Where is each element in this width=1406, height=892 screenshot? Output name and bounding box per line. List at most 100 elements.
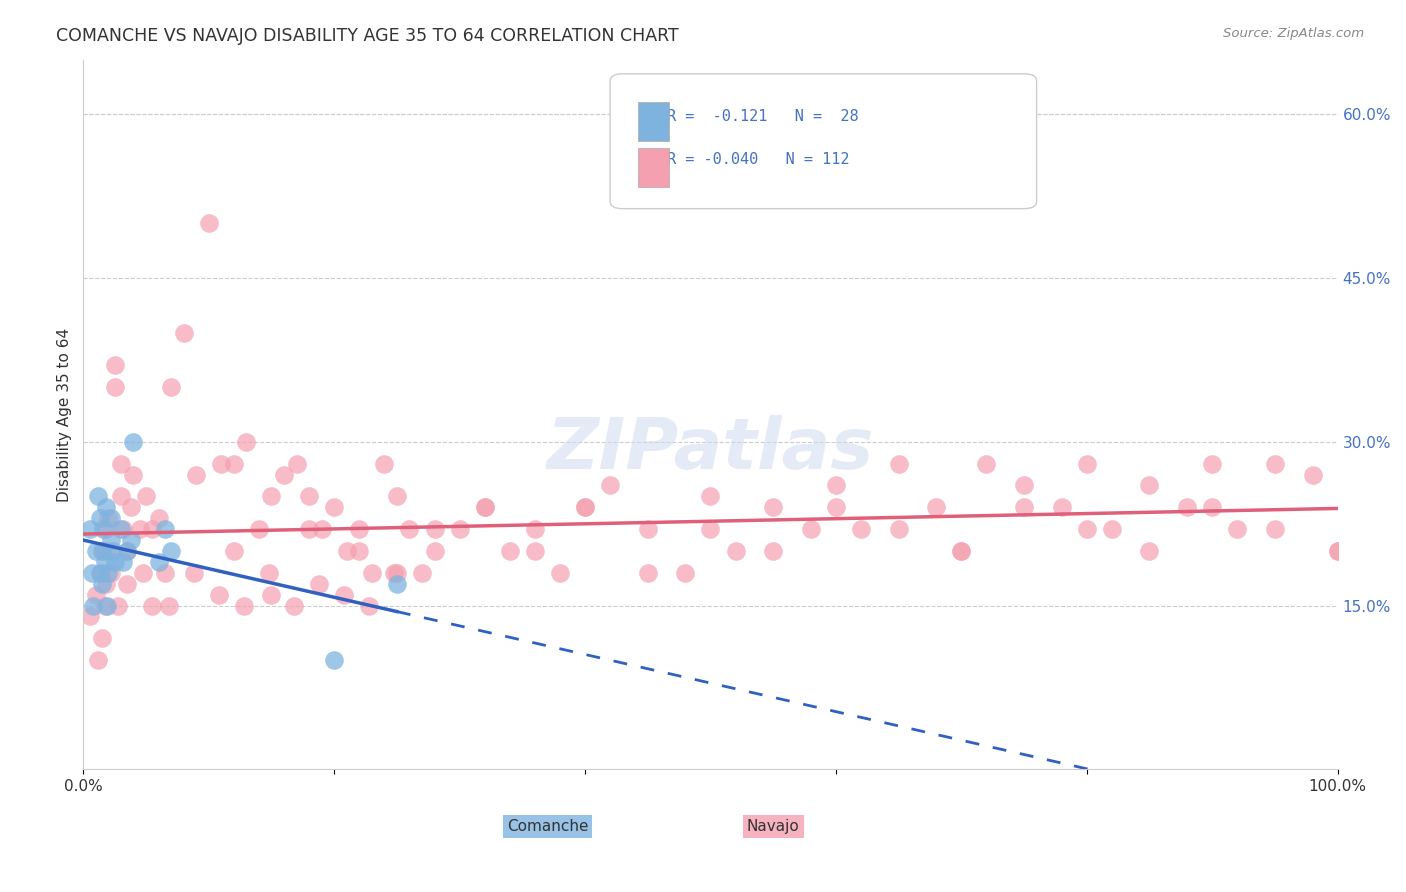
Point — [84, 588, 107, 602]
Point — [135, 489, 157, 503]
Point — [232, 599, 254, 613]
Point — [1175, 500, 1198, 515]
Point — [93, 599, 115, 613]
Point — [222, 457, 245, 471]
Point — [112, 522, 135, 536]
Point — [1264, 522, 1286, 536]
Bar — [638, 103, 669, 141]
Point — [333, 588, 356, 602]
Point — [398, 522, 420, 536]
Point — [87, 653, 110, 667]
Point — [423, 544, 446, 558]
Point — [97, 566, 120, 580]
Y-axis label: Disability Age 35 to 64: Disability Age 35 to 64 — [58, 327, 72, 501]
Point — [97, 511, 120, 525]
Point — [84, 544, 107, 558]
Point — [197, 216, 219, 230]
Point — [110, 522, 132, 536]
Point — [336, 544, 359, 558]
Point — [950, 544, 973, 558]
Point — [260, 588, 283, 602]
Point — [825, 500, 848, 515]
Point — [925, 500, 948, 515]
Point — [574, 500, 596, 515]
Point — [308, 576, 330, 591]
Point — [825, 478, 848, 492]
Point — [186, 467, 208, 482]
Point — [887, 457, 910, 471]
Point — [323, 500, 346, 515]
Point — [311, 522, 333, 536]
Point — [976, 457, 998, 471]
Point — [283, 599, 305, 613]
Point — [100, 566, 122, 580]
Point — [122, 467, 145, 482]
Point — [148, 511, 170, 525]
Point — [323, 653, 346, 667]
Point — [1076, 522, 1098, 536]
Point — [89, 566, 111, 580]
FancyBboxPatch shape — [610, 74, 1036, 209]
Point — [359, 599, 381, 613]
Point — [1226, 522, 1249, 536]
Point — [104, 359, 127, 373]
Point — [523, 544, 546, 558]
Point — [1201, 500, 1223, 515]
Point — [100, 511, 122, 525]
Point — [360, 566, 382, 580]
Point — [349, 522, 371, 536]
Point — [120, 533, 142, 547]
Point — [548, 566, 571, 580]
Point — [1012, 500, 1035, 515]
Point — [112, 555, 135, 569]
Point — [104, 555, 127, 569]
Point — [120, 500, 142, 515]
Point — [724, 544, 747, 558]
Point — [474, 500, 496, 515]
Point — [637, 522, 659, 536]
Point — [141, 522, 163, 536]
Point — [94, 576, 117, 591]
Point — [132, 566, 155, 580]
Point — [110, 489, 132, 503]
Text: Source: ZipAtlas.com: Source: ZipAtlas.com — [1223, 27, 1364, 40]
Point — [385, 576, 408, 591]
Text: R =  -0.121   N =  28: R = -0.121 N = 28 — [666, 110, 858, 124]
Point — [173, 326, 195, 340]
Text: Comanche: Comanche — [506, 819, 588, 834]
Point — [411, 566, 433, 580]
Point — [93, 522, 115, 536]
Point — [107, 599, 129, 613]
Point — [385, 489, 408, 503]
Point — [1139, 478, 1161, 492]
Point — [91, 576, 114, 591]
Point — [89, 511, 111, 525]
Bar — [638, 148, 669, 187]
Point — [887, 522, 910, 536]
Point — [157, 599, 180, 613]
Point — [474, 500, 496, 515]
Point — [183, 566, 205, 580]
Point — [1302, 467, 1324, 482]
Point — [209, 457, 232, 471]
Point — [298, 489, 321, 503]
Point — [762, 500, 785, 515]
Point — [93, 555, 115, 569]
Point — [1050, 500, 1073, 515]
Text: ZIPatlas: ZIPatlas — [547, 416, 875, 484]
Point — [385, 566, 408, 580]
Point — [148, 555, 170, 569]
Point — [110, 457, 132, 471]
Point — [96, 599, 118, 613]
Point — [80, 566, 103, 580]
Point — [382, 566, 405, 580]
Point — [800, 522, 823, 536]
Text: R = -0.040   N = 112: R = -0.040 N = 112 — [666, 152, 849, 167]
Point — [260, 489, 283, 503]
Point — [1326, 544, 1348, 558]
Point — [160, 380, 183, 394]
Point — [499, 544, 522, 558]
Point — [574, 500, 596, 515]
Point — [349, 544, 371, 558]
Point — [849, 522, 872, 536]
